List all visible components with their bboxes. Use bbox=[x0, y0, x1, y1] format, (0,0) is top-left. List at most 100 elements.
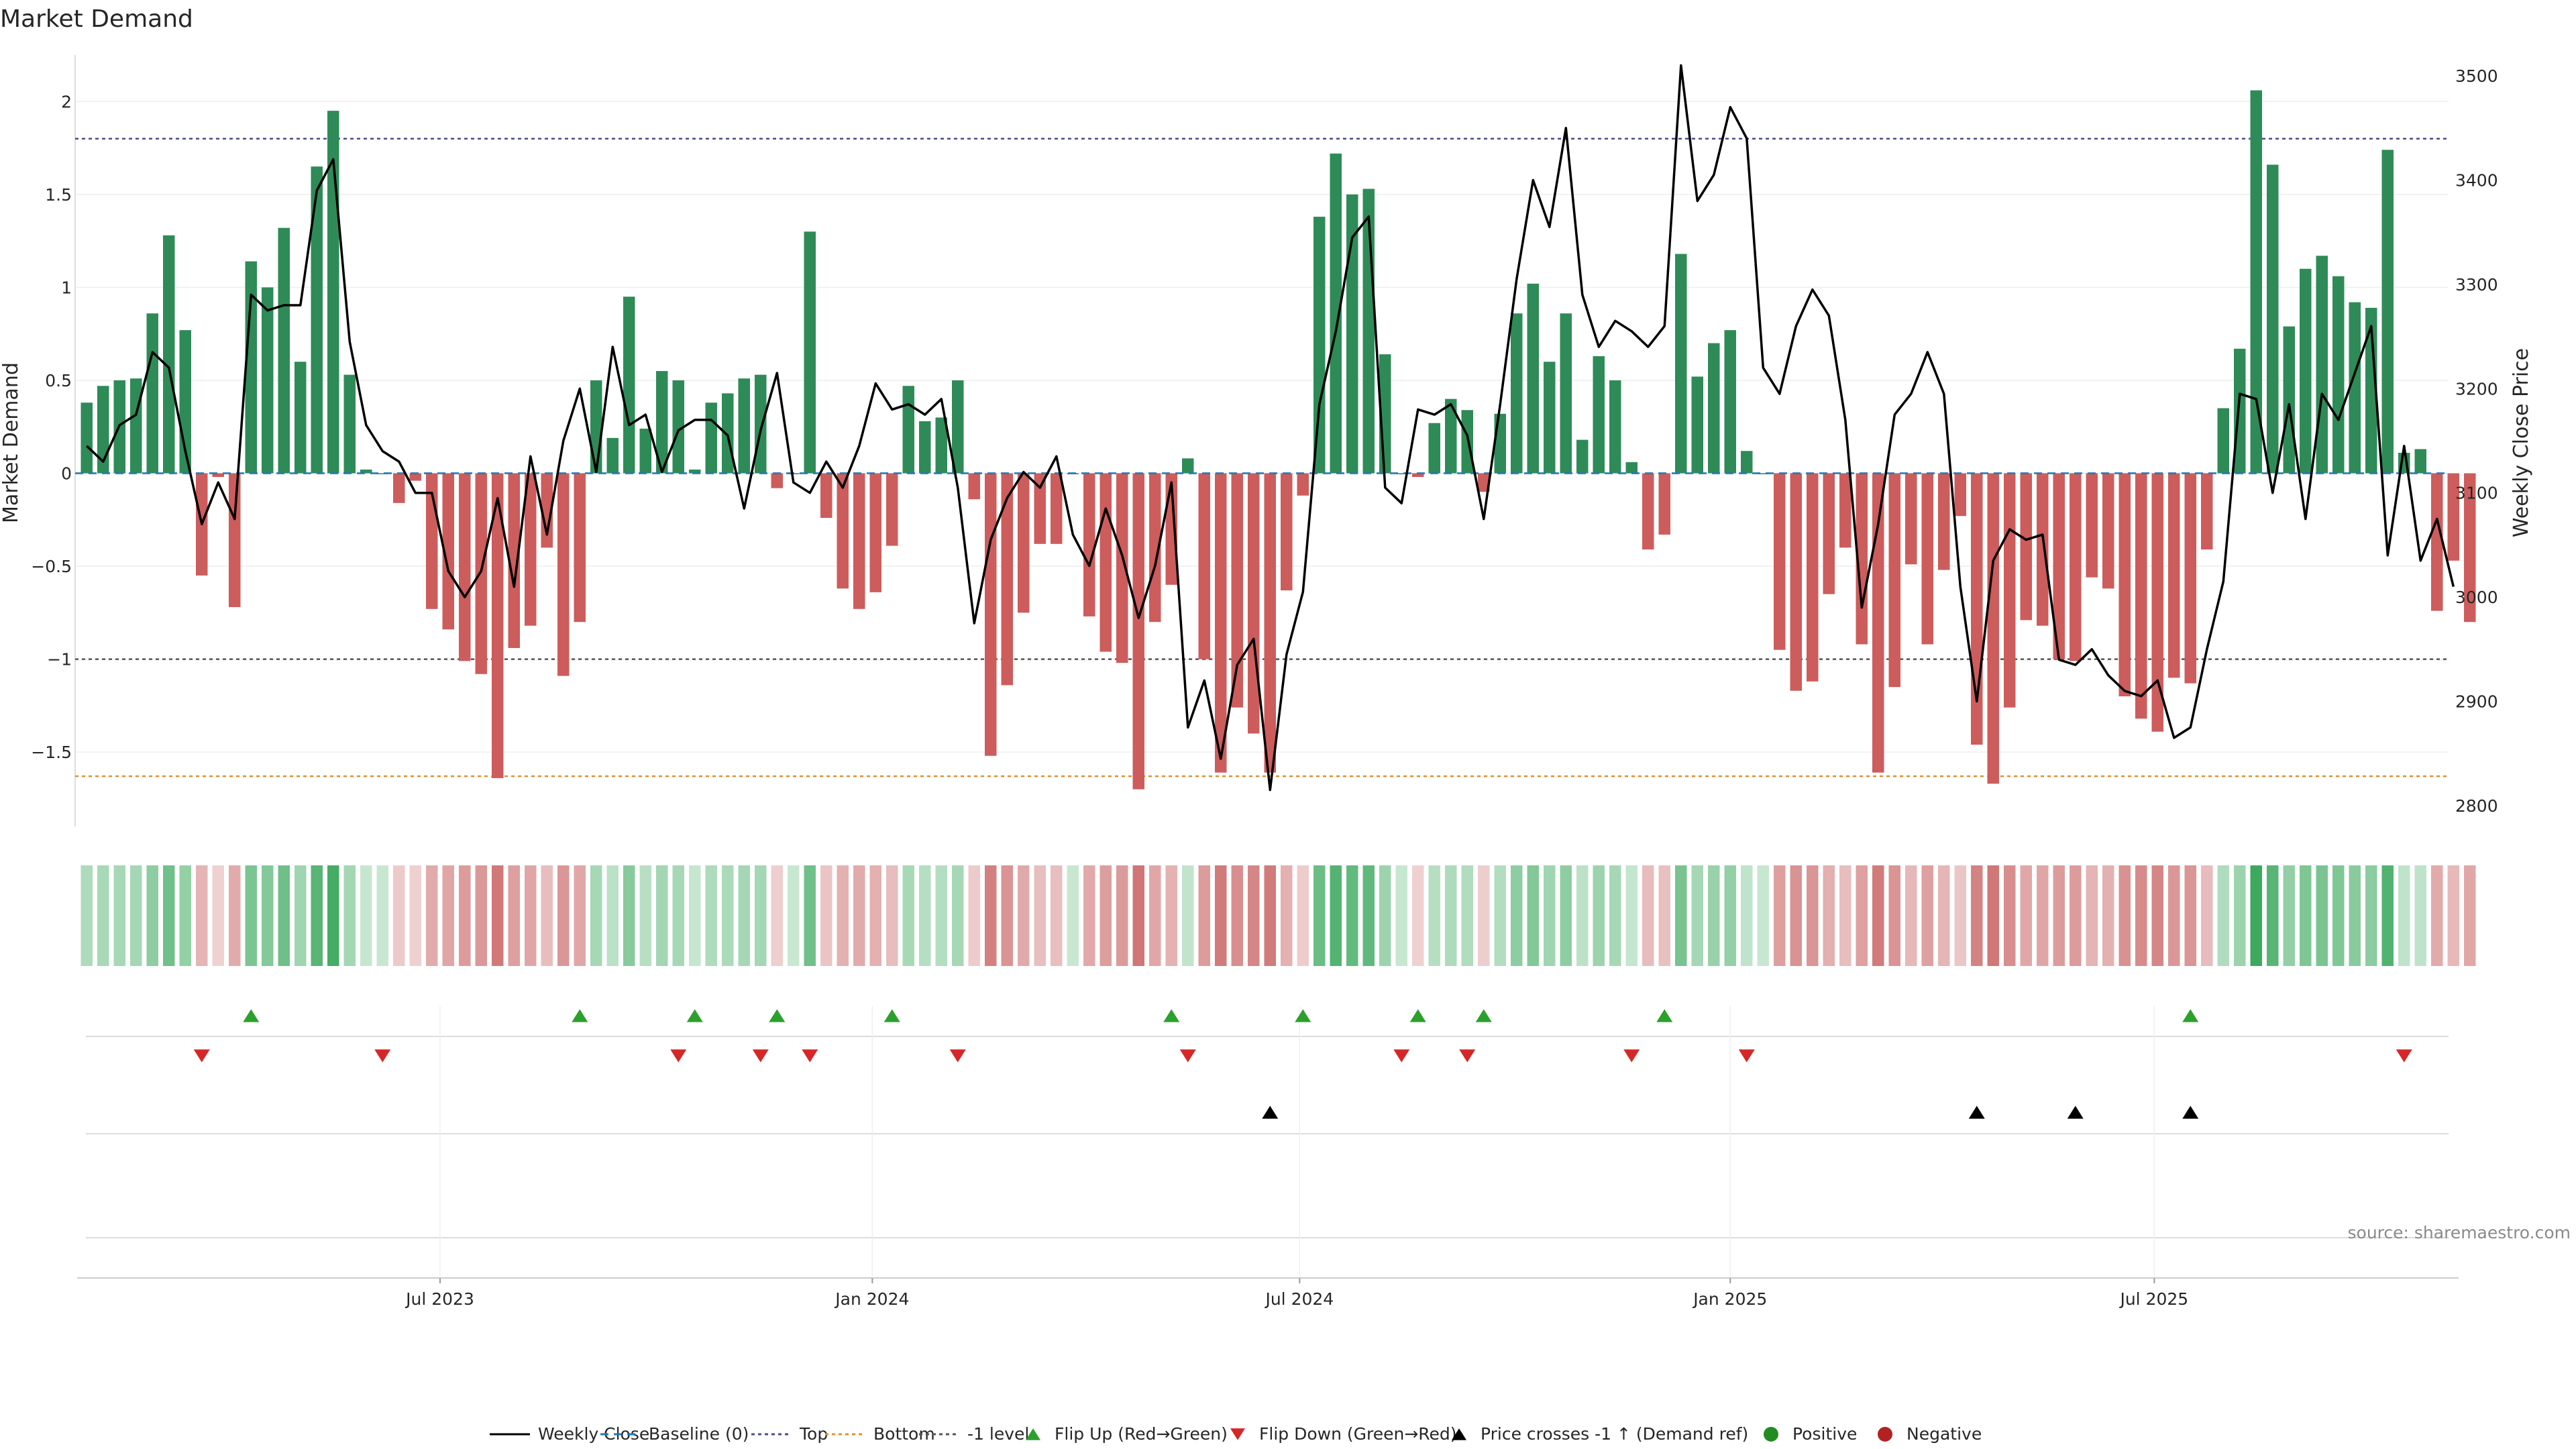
demand-bar bbox=[574, 473, 586, 623]
demand-bar bbox=[1823, 473, 1835, 594]
price-line-group bbox=[75, 64, 2455, 792]
price-cross-marker bbox=[1968, 1106, 1985, 1119]
flip-up-marker bbox=[2182, 1009, 2199, 1022]
demand-bar bbox=[738, 378, 750, 474]
demand-bar bbox=[1724, 330, 1736, 474]
heat-cell bbox=[1757, 865, 1769, 966]
demand-bar bbox=[2102, 473, 2114, 589]
right-tick-label: 3300 bbox=[2455, 275, 2498, 294]
demand-bar bbox=[146, 313, 158, 474]
demand-bar bbox=[541, 473, 553, 548]
heat-cell bbox=[1083, 865, 1095, 966]
demand-bar bbox=[1231, 473, 1243, 708]
demand-bar bbox=[2201, 473, 2213, 550]
heat-cell bbox=[1609, 865, 1621, 966]
x-tick-label: Jan 2025 bbox=[1692, 1289, 1767, 1309]
heat-cell bbox=[2086, 865, 2098, 966]
demand-bar bbox=[1839, 473, 1851, 548]
heat-cell bbox=[327, 865, 339, 966]
heat-cell bbox=[1428, 865, 1440, 966]
heat-cell bbox=[278, 865, 290, 966]
legend-marker bbox=[1878, 1427, 1892, 1442]
heat-cell bbox=[2102, 865, 2114, 966]
heat-cell bbox=[1642, 865, 1654, 966]
heat-cell bbox=[935, 865, 947, 966]
demand-bar bbox=[1412, 473, 1424, 478]
demand-bar bbox=[2037, 473, 2049, 626]
right-tick-label: 2900 bbox=[2455, 692, 2498, 712]
heat-cell bbox=[1116, 865, 1128, 966]
demand-bar bbox=[1757, 473, 1769, 474]
flip-down-marker bbox=[949, 1049, 966, 1063]
legend-label: Bottom bbox=[873, 1424, 935, 1444]
demand-bar bbox=[475, 473, 487, 674]
demand-bar bbox=[771, 473, 783, 488]
source-note: source: sharemaestro.com bbox=[2348, 1223, 2571, 1242]
demand-bar bbox=[1461, 410, 1473, 474]
legend-label: -1 level bbox=[967, 1424, 1029, 1444]
demand-bar bbox=[1625, 462, 1638, 474]
demand-bar bbox=[935, 417, 947, 474]
right-axis-label: Weekly Close Price bbox=[2510, 348, 2533, 537]
heat-cell bbox=[886, 865, 898, 966]
x-tick-label: Jul 2023 bbox=[405, 1289, 474, 1309]
demand-bar bbox=[1888, 473, 1900, 688]
heat-cell bbox=[360, 865, 372, 966]
heat-cell bbox=[1494, 865, 1506, 966]
left-tick-label: 0 bbox=[61, 464, 72, 483]
heat-cell bbox=[2300, 865, 2312, 966]
left-tick-label: 2 bbox=[61, 92, 72, 111]
left-tick-label: −1 bbox=[47, 650, 72, 669]
demand-bar bbox=[1527, 283, 1539, 474]
heat-cell bbox=[2184, 865, 2196, 966]
flip-up-marker bbox=[243, 1009, 260, 1022]
flip-up-marker bbox=[883, 1009, 900, 1022]
demand-bar bbox=[1330, 153, 1342, 474]
x-tick-label: Jul 2024 bbox=[1264, 1289, 1334, 1309]
demand-bar bbox=[1954, 473, 1966, 517]
demand-bar bbox=[672, 380, 684, 474]
demand-bar bbox=[459, 473, 471, 661]
heat-cell bbox=[623, 865, 635, 966]
demand-bar bbox=[1116, 473, 1128, 663]
demand-bar bbox=[97, 386, 109, 474]
heat-cell bbox=[179, 865, 191, 966]
demand-bar bbox=[1478, 473, 1490, 492]
heat-cell bbox=[130, 865, 142, 966]
demand-bar bbox=[2332, 276, 2345, 474]
heat-cell bbox=[1445, 865, 1457, 966]
heat-cell bbox=[2381, 865, 2394, 966]
heat-cell bbox=[1478, 865, 1490, 966]
demand-bar bbox=[1034, 473, 1046, 544]
demand-bar bbox=[755, 374, 767, 474]
left-tick-label: 0.5 bbox=[45, 371, 72, 390]
heat-cell bbox=[1149, 865, 1161, 966]
flip-up-marker bbox=[572, 1009, 588, 1022]
heat-cell bbox=[196, 865, 208, 966]
flip-up-marker bbox=[1163, 1009, 1180, 1022]
demand-bar bbox=[705, 402, 717, 474]
plot-area: 2 1.5 1 0.5 0 −0.5 −1 −1.5 3500 3400 3300 3200 3100… bbox=[0, 55, 2533, 826]
heat-cell bbox=[2267, 865, 2279, 966]
heat-cell bbox=[2250, 865, 2262, 966]
heat-cell bbox=[639, 865, 651, 966]
demand-bar bbox=[1544, 362, 1556, 474]
flip-down-marker bbox=[374, 1049, 391, 1063]
heat-cell bbox=[1067, 865, 1079, 966]
demand-bar bbox=[2053, 473, 2065, 659]
heat-cell bbox=[1182, 865, 1194, 966]
demand-bar bbox=[1658, 473, 1670, 535]
left-axis-label: Market Demand bbox=[0, 362, 23, 523]
demand-bar bbox=[278, 227, 290, 474]
demand-bar bbox=[1593, 356, 1605, 474]
flip-up-marker bbox=[686, 1009, 703, 1022]
heat-cell bbox=[2447, 865, 2459, 966]
legend-label: Top bbox=[799, 1424, 828, 1444]
heat-cell bbox=[2316, 865, 2328, 966]
demand-bar bbox=[606, 437, 619, 474]
heat-cell bbox=[1971, 865, 1983, 966]
demand-bar bbox=[2151, 473, 2163, 732]
reference-lines bbox=[75, 138, 2449, 777]
heat-cell bbox=[1215, 865, 1227, 966]
demand-bar bbox=[343, 374, 356, 474]
